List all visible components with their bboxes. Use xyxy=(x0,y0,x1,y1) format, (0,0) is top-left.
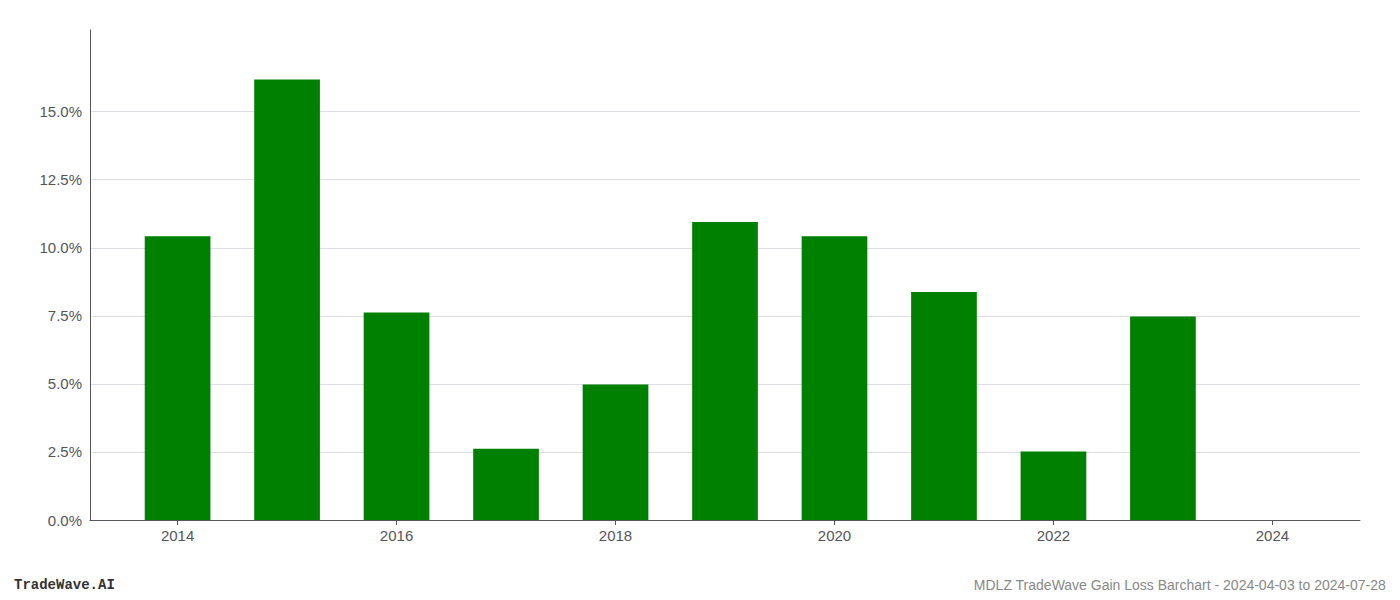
svg-text:2024: 2024 xyxy=(1256,527,1289,544)
svg-text:MDLZ TradeWave Gain Loss Barch: MDLZ TradeWave Gain Loss Barchart - 2024… xyxy=(974,577,1386,593)
svg-text:5.0%: 5.0% xyxy=(48,375,82,392)
svg-text:2022: 2022 xyxy=(1037,527,1070,544)
svg-text:10.0%: 10.0% xyxy=(39,239,82,256)
svg-text:0.0%: 0.0% xyxy=(48,512,82,529)
svg-text:TradeWave.AI: TradeWave.AI xyxy=(14,577,115,593)
svg-text:12.5%: 12.5% xyxy=(39,171,82,188)
svg-text:2016: 2016 xyxy=(380,527,413,544)
svg-text:2018: 2018 xyxy=(599,527,632,544)
svg-text:2014: 2014 xyxy=(161,527,194,544)
svg-text:15.0%: 15.0% xyxy=(39,103,82,120)
svg-text:2.5%: 2.5% xyxy=(48,443,82,460)
svg-text:2020: 2020 xyxy=(818,527,851,544)
svg-text:7.5%: 7.5% xyxy=(48,307,82,324)
